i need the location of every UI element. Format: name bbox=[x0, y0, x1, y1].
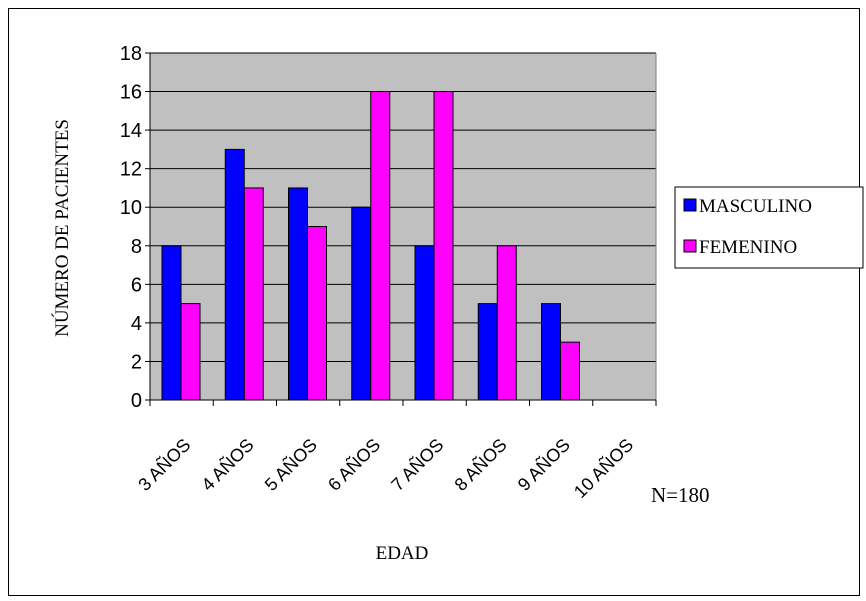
bar-masculino-4 bbox=[224, 148, 245, 401]
x-tick-label: 4 AÑOS bbox=[197, 434, 258, 495]
y-tick-label: 0 bbox=[131, 390, 142, 412]
x-axis-title: EDAD bbox=[376, 543, 429, 564]
x-tick-label: 7 AÑOS bbox=[387, 434, 448, 495]
y-tick-label: 6 bbox=[131, 274, 142, 296]
legend-swatch-femenino bbox=[683, 239, 697, 253]
x-tick-label: 6 AÑOS bbox=[323, 434, 384, 495]
bar-femenino-6 bbox=[370, 91, 391, 401]
y-axis-title: NÚMERO DE PACIENTES bbox=[51, 119, 73, 337]
y-tick-label: 14 bbox=[120, 120, 142, 142]
legend-swatch-masculino bbox=[683, 198, 697, 212]
legend-label-masculino: MASCULINO bbox=[699, 196, 812, 217]
bar-masculino-5 bbox=[288, 187, 308, 401]
y-tick-label: 2 bbox=[131, 351, 142, 373]
legend-box bbox=[674, 186, 864, 269]
bars bbox=[161, 91, 580, 401]
y-tick-label: 10 bbox=[120, 197, 142, 219]
x-tick-label: 10 AÑOS bbox=[569, 434, 637, 502]
bar-masculino-9 bbox=[541, 303, 561, 401]
bar-masculino-7 bbox=[414, 245, 435, 401]
bar-femenino-8 bbox=[496, 245, 517, 401]
bar-masculino-3 bbox=[161, 245, 182, 401]
legend-label-femenino: FEMENINO bbox=[699, 237, 797, 258]
legend: MASCULINO FEMENINO bbox=[674, 186, 864, 269]
bar-femenino-5 bbox=[307, 226, 327, 401]
bar-femenino-4 bbox=[243, 187, 264, 401]
bar-masculino-8 bbox=[477, 303, 498, 401]
x-tick-label: 5 AÑOS bbox=[260, 434, 321, 495]
y-tick-label: 12 bbox=[120, 159, 142, 181]
x-tick-label: 9 AÑOS bbox=[513, 434, 574, 495]
y-tick-label: 18 bbox=[120, 43, 142, 65]
sample-size-annotation: N=180 bbox=[651, 483, 710, 507]
bar-femenino-7 bbox=[433, 91, 454, 401]
x-tick-label: 3 AÑOS bbox=[134, 434, 195, 495]
bar-femenino-9 bbox=[560, 341, 580, 401]
bar-femenino-3 bbox=[180, 303, 201, 401]
y-tick-label: 16 bbox=[120, 82, 142, 104]
bar-masculino-6 bbox=[351, 206, 372, 401]
y-tick-label: 4 bbox=[131, 313, 142, 335]
y-tick-label: 8 bbox=[131, 236, 142, 258]
x-tick-label: 8 AÑOS bbox=[450, 434, 511, 495]
